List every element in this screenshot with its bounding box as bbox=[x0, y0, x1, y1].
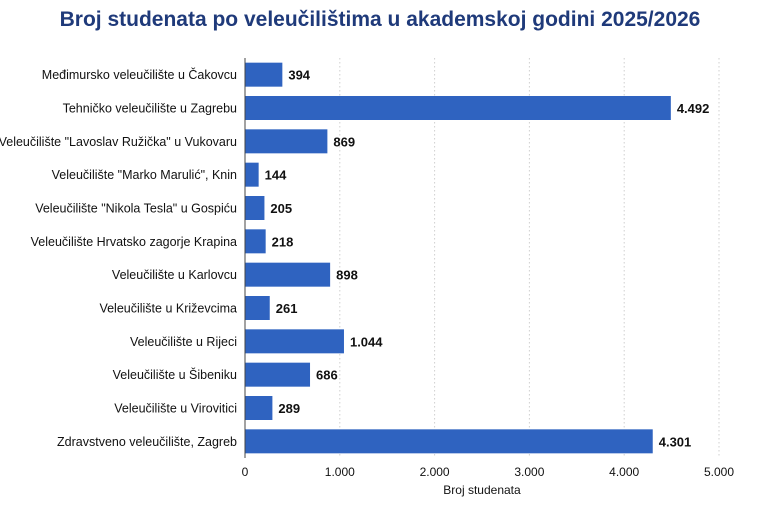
bar bbox=[245, 296, 270, 320]
value-label: 261 bbox=[276, 301, 298, 316]
value-label: 394 bbox=[288, 68, 310, 83]
category-label: Veleučilište u Križevcima bbox=[99, 302, 237, 316]
category-label: Veleučilište Hrvatsko zagorje Krapina bbox=[31, 235, 237, 249]
bar bbox=[245, 62, 283, 87]
value-label: 4.301 bbox=[659, 434, 692, 449]
category-label: Veleučilište "Marko Marulić", Knin bbox=[52, 168, 237, 182]
value-label: 144 bbox=[265, 168, 287, 183]
bar bbox=[245, 396, 273, 420]
category-label: Veleučilište u Šibeniku bbox=[113, 367, 237, 382]
bar bbox=[245, 196, 265, 220]
bar bbox=[245, 229, 266, 254]
bar bbox=[245, 262, 331, 287]
value-label: 1.044 bbox=[350, 334, 383, 349]
x-tick-label: 4.000 bbox=[609, 465, 639, 479]
value-label: 686 bbox=[316, 368, 338, 383]
value-label: 898 bbox=[336, 268, 358, 283]
category-label: Veleučilište u Rijeci bbox=[130, 335, 237, 349]
category-label: Međimursko veleučilište u Čakovcu bbox=[42, 67, 237, 82]
x-tick-label: 1.000 bbox=[325, 465, 355, 479]
x-axis-title: Broj studenata bbox=[443, 483, 521, 497]
category-label: Veleučilište u Virovitici bbox=[114, 402, 237, 416]
value-label: 289 bbox=[278, 401, 300, 416]
category-label: Veleučilište "Nikola Tesla" u Gospiću bbox=[35, 202, 237, 216]
x-tick-label: 5.000 bbox=[704, 465, 734, 479]
category-label: Veleučilište u Karlovcu bbox=[112, 268, 237, 282]
chart-title: Broj studenata po veleučilištima u akade… bbox=[59, 8, 701, 31]
x-tick-label: 2.000 bbox=[420, 465, 450, 479]
bar bbox=[245, 129, 328, 154]
category-label: Tehničko veleučilište u Zagrebu bbox=[63, 102, 237, 116]
bar bbox=[245, 329, 344, 354]
category-label: Veleučilište "Lavoslav Ružička" u Vukova… bbox=[0, 135, 237, 149]
x-tick-label: 3.000 bbox=[514, 465, 544, 479]
value-label: 4.492 bbox=[677, 101, 710, 116]
bar bbox=[245, 362, 311, 387]
x-tick-label: 0 bbox=[242, 465, 249, 479]
value-label: 205 bbox=[270, 201, 292, 216]
value-label: 869 bbox=[333, 134, 355, 149]
bar bbox=[245, 162, 259, 187]
category-label: Zdravstveno veleučilište, Zagreb bbox=[57, 435, 237, 449]
value-label: 218 bbox=[272, 234, 294, 249]
bar bbox=[245, 96, 671, 120]
bar bbox=[245, 429, 653, 454]
